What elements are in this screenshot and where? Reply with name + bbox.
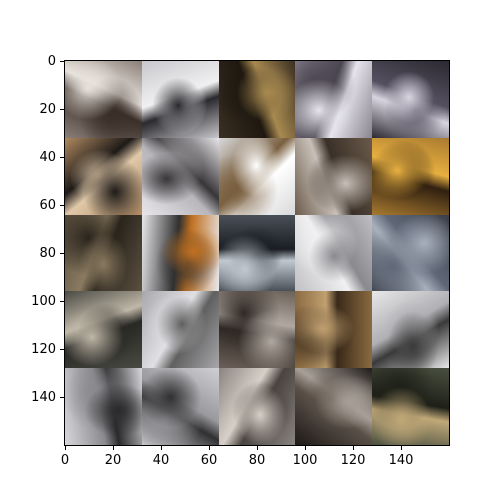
image-tile — [295, 214, 373, 292]
image-tile — [372, 61, 449, 138]
x-tick-label: 40 — [152, 453, 170, 468]
image-tile — [65, 137, 142, 215]
image-tile — [218, 214, 296, 292]
image-tile — [372, 214, 449, 292]
y-tick-label: 60 — [39, 197, 56, 213]
y-tick-mark — [60, 300, 64, 302]
image-tile — [218, 61, 296, 138]
x-tick-label: 80 — [248, 453, 266, 468]
image-axes — [64, 60, 450, 446]
image-tile — [295, 291, 373, 369]
x-tick-mark — [256, 446, 258, 450]
x-tick-mark — [64, 446, 66, 450]
x-tick-label: 60 — [200, 453, 218, 468]
y-tick-label: 40 — [39, 149, 56, 165]
image-tile — [65, 214, 142, 292]
image-tile — [65, 61, 142, 138]
image-tile — [218, 291, 296, 369]
image-tile — [218, 137, 296, 215]
image-tile — [372, 291, 449, 369]
y-tick-mark — [60, 156, 64, 158]
image-tile — [372, 137, 449, 215]
image-tile — [65, 368, 142, 445]
x-tick-mark — [160, 446, 162, 450]
y-tick-mark — [60, 108, 64, 110]
generated-image-grid — [65, 61, 449, 445]
image-tile — [65, 291, 142, 369]
y-tick-label: 20 — [39, 101, 56, 117]
y-tick-label: 0 — [47, 53, 56, 69]
image-tile — [372, 368, 449, 445]
y-tick-label: 120 — [31, 341, 56, 357]
x-tick-label: 140 — [388, 453, 414, 468]
y-tick-label: 140 — [31, 389, 56, 405]
image-tile — [141, 214, 219, 292]
x-tick-label: 20 — [104, 453, 122, 468]
image-tile — [141, 291, 219, 369]
y-tick-mark — [60, 348, 64, 350]
y-tick-mark — [60, 252, 64, 254]
image-tile — [141, 61, 219, 138]
x-tick-label: 0 — [60, 453, 70, 468]
image-tile — [295, 368, 373, 445]
x-tick-label: 120 — [340, 453, 366, 468]
x-tick-mark — [400, 446, 402, 450]
image-tile — [218, 368, 296, 445]
image-tile — [141, 368, 219, 445]
image-tile — [295, 137, 373, 215]
image-tile — [141, 137, 219, 215]
y-tick-mark — [60, 60, 64, 62]
x-tick-mark — [352, 446, 354, 450]
y-tick-mark — [60, 204, 64, 206]
y-tick-label: 100 — [31, 293, 56, 309]
x-tick-mark — [304, 446, 306, 450]
y-tick-label: 80 — [39, 245, 56, 261]
x-tick-label: 100 — [292, 453, 318, 468]
image-tile — [295, 61, 373, 138]
y-tick-mark — [60, 396, 64, 398]
x-tick-mark — [112, 446, 114, 450]
x-tick-mark — [208, 446, 210, 450]
